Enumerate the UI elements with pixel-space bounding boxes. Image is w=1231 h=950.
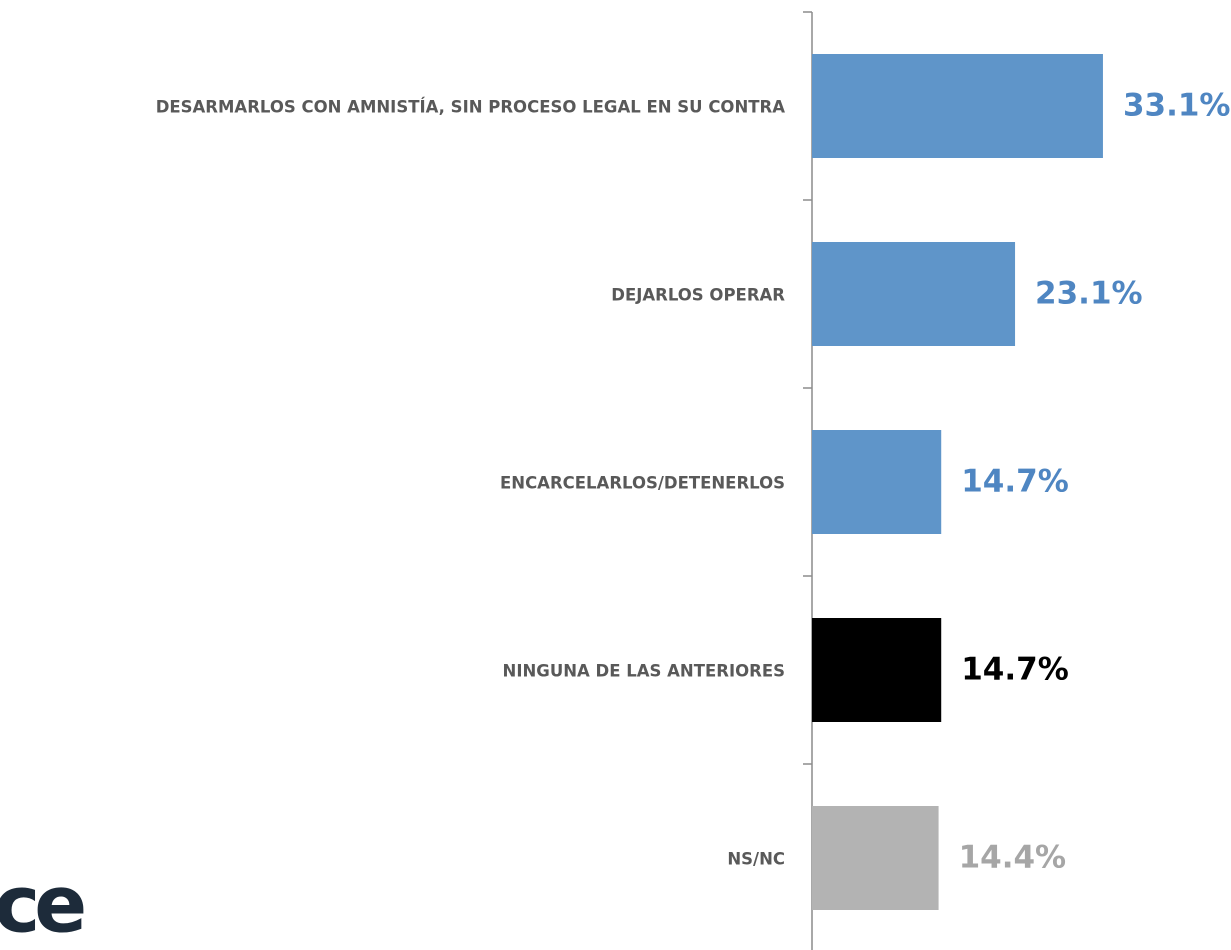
- value-label: 14.4%: [959, 840, 1067, 876]
- category-label: DEJARLOS OPERAR: [611, 286, 785, 305]
- value-label: 33.1%: [1123, 88, 1231, 124]
- bar: [812, 806, 939, 910]
- value-label: 14.7%: [961, 652, 1069, 688]
- category-label: NS/NC: [727, 850, 785, 869]
- category-label: ENCARCELARLOS/DETENERLOS: [500, 474, 785, 493]
- bar: [812, 618, 942, 722]
- bar: [812, 430, 942, 534]
- value-label: 14.7%: [961, 464, 1069, 500]
- bar: [812, 242, 1016, 346]
- category-label: DESARMARLOS CON AMNISTÍA, SIN PROCESO LE…: [156, 98, 786, 117]
- category-label: NINGUNA DE LAS ANTERIORES: [503, 662, 785, 681]
- logo: ce: [0, 860, 84, 950]
- value-label: 23.1%: [1035, 276, 1143, 312]
- bar: [812, 54, 1103, 158]
